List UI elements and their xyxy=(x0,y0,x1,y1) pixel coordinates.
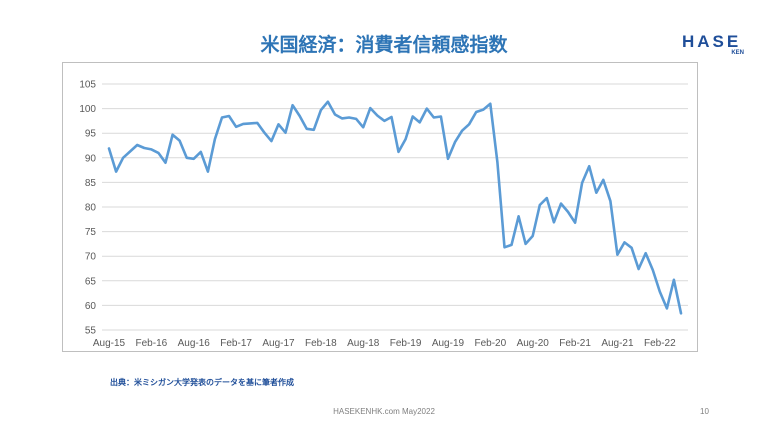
x-tick-label: Feb-17 xyxy=(220,338,252,349)
x-tick-label: Feb-21 xyxy=(559,338,591,349)
y-tick-label: 70 xyxy=(85,252,97,263)
series-line xyxy=(107,100,683,315)
logo-sub-text: KEN xyxy=(731,50,744,56)
x-tick-label: Feb-18 xyxy=(305,338,337,349)
page-number: 10 xyxy=(700,407,709,416)
chart-frame xyxy=(62,62,698,352)
y-tick-label: 60 xyxy=(85,301,97,312)
y-tick-label: 80 xyxy=(85,203,97,214)
y-tick-label: 100 xyxy=(79,104,96,115)
x-tick-label: Aug-20 xyxy=(517,338,550,349)
x-tick-label: Feb-19 xyxy=(390,338,422,349)
x-tick-label: Aug-19 xyxy=(432,338,465,349)
y-tick-label: 85 xyxy=(85,178,97,189)
footer-text: HASEKENHK.com May2022 xyxy=(333,407,435,416)
y-tick-label: 95 xyxy=(85,129,97,140)
x-tick-label: Aug-15 xyxy=(93,338,126,349)
hase-ken-logo: HASE KEN xyxy=(682,33,752,57)
source-note: 出典：米ミシガン大学発表のデータを基に筆者作成 xyxy=(110,378,294,387)
x-tick-label: Aug-21 xyxy=(601,338,634,349)
slide-title: 米国経済：消費者信頼感指数 xyxy=(260,34,508,56)
y-tick-label: 75 xyxy=(85,227,97,238)
x-tick-label: Feb-16 xyxy=(136,338,168,349)
x-tick-label: Feb-20 xyxy=(474,338,506,349)
x-tick-label: Aug-17 xyxy=(262,338,295,349)
x-tick-label: Feb-22 xyxy=(644,338,676,349)
y-tick-label: 90 xyxy=(85,153,97,164)
logo-main-text: HASE xyxy=(682,32,742,51)
x-tick-label: Aug-16 xyxy=(178,338,211,349)
x-tick-label: Aug-18 xyxy=(347,338,380,349)
y-tick-label: 65 xyxy=(85,276,97,287)
y-tick-label: 55 xyxy=(85,326,97,337)
y-tick-label: 105 xyxy=(79,80,96,91)
